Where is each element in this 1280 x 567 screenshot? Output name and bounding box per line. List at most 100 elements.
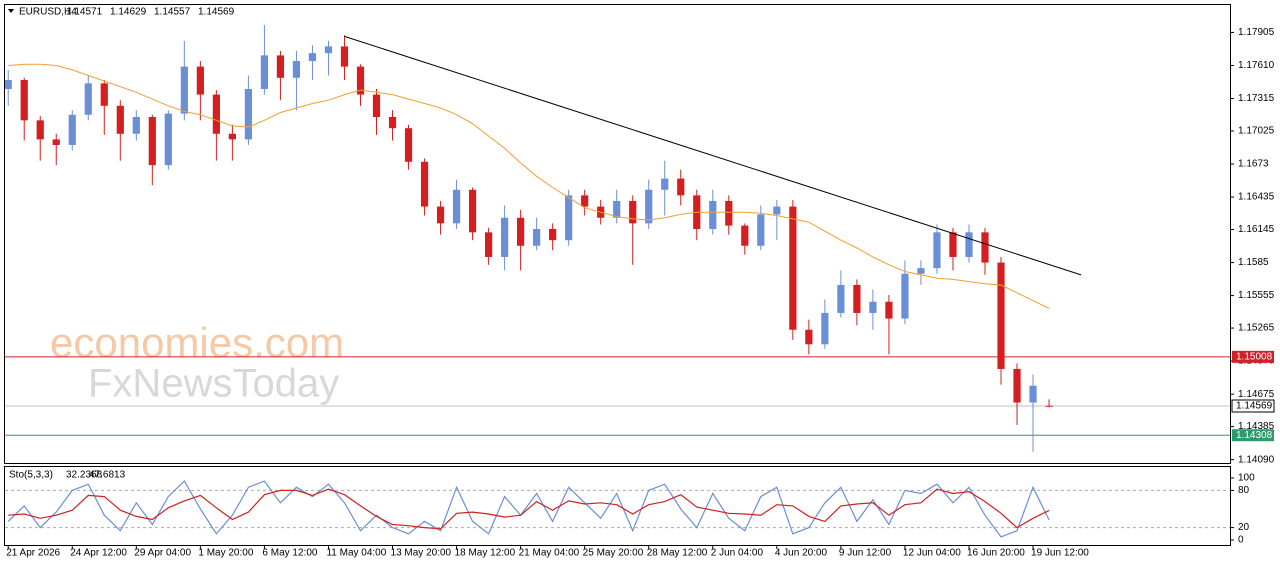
candle-body bbox=[821, 312, 829, 345]
candle-body bbox=[340, 46, 349, 67]
watermark: FxNewsToday bbox=[88, 362, 339, 406]
x-tick-label: 13 May 20:00 bbox=[391, 548, 452, 559]
candle-body bbox=[1045, 405, 1053, 407]
x-tick-label: 28 May 12:00 bbox=[647, 548, 708, 559]
indicator-line bbox=[8, 488, 1050, 530]
candle-body bbox=[949, 232, 957, 257]
main-frame bbox=[4, 4, 1231, 464]
candle-body bbox=[116, 105, 124, 134]
candle-body bbox=[1013, 368, 1021, 403]
y-tick-label: 1.14090 bbox=[1238, 454, 1275, 465]
candle-body bbox=[356, 66, 365, 95]
candle-body bbox=[260, 55, 269, 89]
x-tick-label: 29 Apr 04:00 bbox=[134, 548, 191, 559]
moving-average bbox=[8, 63, 1050, 309]
indicator-frame bbox=[4, 466, 1231, 546]
candle-body bbox=[933, 232, 941, 269]
candle-body bbox=[869, 301, 877, 313]
symbol: EURUSD,H4 bbox=[19, 7, 77, 18]
indicator-line bbox=[7, 480, 1050, 538]
indicator-title: Sto(5,3,3) bbox=[9, 470, 53, 481]
candle-body bbox=[837, 284, 845, 313]
candle-body bbox=[164, 113, 172, 166]
x-tick-label: 21 Apr 2026 bbox=[6, 548, 60, 559]
y-tick-label: 1.16435 bbox=[1238, 192, 1275, 203]
candle-body bbox=[709, 200, 717, 229]
x-tick-label: 11 May 04:00 bbox=[326, 548, 386, 559]
x-tick-label: 24 Apr 12:00 bbox=[70, 548, 127, 559]
plot-area bbox=[4, 25, 1230, 538]
candle-body bbox=[452, 189, 461, 224]
candle-body bbox=[901, 273, 909, 319]
x-tick-label: 12 Jun 04:00 bbox=[903, 548, 961, 559]
candle-body bbox=[420, 161, 429, 207]
y-tick-label: 1.17315 bbox=[1238, 93, 1275, 104]
candle-body bbox=[533, 228, 541, 246]
candle-body bbox=[565, 195, 573, 241]
indicator-value: 47.6813 bbox=[89, 470, 126, 481]
y-tick-label: 1.14675 bbox=[1238, 389, 1275, 400]
candle-body bbox=[773, 206, 781, 215]
candle-body bbox=[549, 228, 557, 241]
candle-body bbox=[661, 178, 669, 190]
candle-body bbox=[68, 114, 76, 145]
candle-body bbox=[965, 232, 973, 257]
candle-body bbox=[725, 200, 733, 226]
candle-body bbox=[292, 60, 301, 78]
candle-body bbox=[84, 83, 92, 115]
candle-body bbox=[4, 80, 12, 89]
y-tick-label: 1.16145 bbox=[1238, 224, 1275, 235]
candle-body bbox=[789, 206, 797, 330]
x-tick-label: 16 Jun 20:00 bbox=[967, 548, 1025, 559]
watermark: economies.com bbox=[50, 319, 344, 366]
candle-body bbox=[757, 214, 765, 246]
candle-body bbox=[501, 217, 509, 257]
level-label-box bbox=[1232, 350, 1274, 363]
level-label: 1.14308 bbox=[1236, 430, 1273, 441]
y-tick-label: 1.1585 bbox=[1238, 257, 1269, 268]
candle-body bbox=[517, 217, 525, 246]
candle-body bbox=[372, 94, 381, 117]
candle-body bbox=[244, 88, 253, 140]
indicator-tick-label: 0 bbox=[1238, 535, 1244, 546]
x-tick-label: 18 May 12:00 bbox=[455, 548, 516, 559]
candle-body bbox=[997, 262, 1005, 369]
candle-body bbox=[677, 178, 685, 196]
y-tick-label: 1.1673 bbox=[1238, 159, 1269, 170]
candle-body bbox=[180, 66, 188, 114]
candle-body bbox=[741, 225, 749, 246]
candle-body bbox=[52, 139, 60, 145]
candle-body bbox=[228, 133, 236, 140]
ohlc-open: 1.14571 bbox=[66, 7, 103, 18]
y-tick-label: 1.15555 bbox=[1238, 290, 1275, 301]
indicator-tick-label: 80 bbox=[1238, 485, 1250, 496]
x-tick-label: 1 May 20:00 bbox=[198, 548, 253, 559]
candle-body bbox=[1029, 385, 1037, 403]
x-tick-label: 6 May 12:00 bbox=[262, 548, 317, 559]
candle-body bbox=[581, 195, 589, 207]
x-tick-label: 19 Jun 12:00 bbox=[1031, 548, 1089, 559]
menu-arrow[interactable] bbox=[8, 9, 14, 13]
candle-body bbox=[100, 83, 108, 106]
candle-body bbox=[148, 116, 156, 166]
y-tick-label: 1.17905 bbox=[1238, 27, 1275, 38]
candle-body bbox=[324, 46, 333, 54]
candle-body bbox=[196, 66, 204, 95]
candle-body bbox=[613, 200, 621, 218]
candle-body bbox=[645, 189, 653, 224]
y-tick-label: 1.17025 bbox=[1238, 126, 1275, 137]
candle-body bbox=[981, 232, 989, 263]
x-tick-label: 2 Jun 04:00 bbox=[711, 548, 764, 559]
current-price-label: 1.14569 bbox=[1236, 401, 1273, 412]
candle-body bbox=[132, 116, 140, 134]
ohlc-high: 1.14629 bbox=[110, 7, 147, 18]
current-price-box bbox=[1231, 399, 1275, 413]
candle-body bbox=[917, 268, 925, 274]
candle-body bbox=[212, 94, 220, 134]
indicator-value: 32.2368 bbox=[66, 470, 103, 481]
y-tick-label: 1.14385 bbox=[1238, 421, 1275, 432]
candle-body bbox=[885, 301, 893, 319]
